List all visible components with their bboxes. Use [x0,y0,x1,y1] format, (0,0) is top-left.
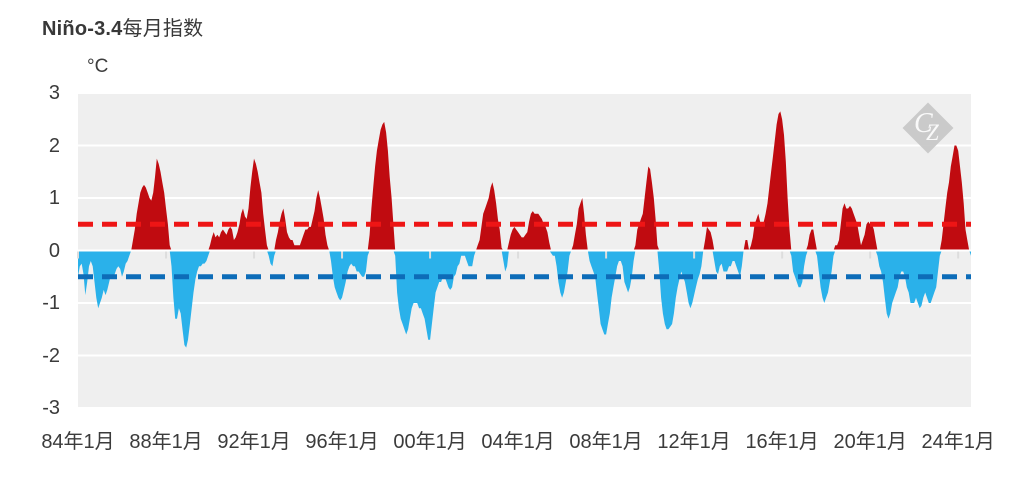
la-nina-area [78,250,971,348]
x-tick-label: 04年1月 [481,431,555,453]
x-tick-label: 24年1月 [921,431,995,453]
el-nino-area [78,111,971,251]
y-tick-label: 3 [48,82,60,104]
y-axis-labels: 3 2 1 0 -1 -2 -3 [0,0,62,477]
y-tick-label: 1 [48,187,60,209]
chart-title: Niño-3.4每月指数 [42,12,203,41]
x-tick-label: 12年1月 [657,431,731,453]
x-tick-label: 08年1月 [569,431,643,453]
x-tick-label: 16年1月 [745,431,819,453]
chart-title-chinese: 每月指数 [122,18,204,40]
x-tick-label: 00年1月 [393,431,467,453]
x-tick-label: 20年1月 [833,431,907,453]
y-tick-label: 0 [48,239,60,262]
x-tick-label: 84年1月 [41,431,115,453]
y-axis-unit-label: °C [87,56,109,77]
chart-title-latin: Niño-3.4 [42,18,123,40]
y-tick-label: -1 [42,292,60,314]
x-tick-label: 92年1月 [217,431,291,453]
x-tick-label: 88年1月 [129,431,203,453]
y-tick-label: -2 [42,344,60,367]
x-tick-label: 96年1月 [305,431,379,453]
y-tick-label: 2 [48,134,60,157]
y-tick-label: -3 [42,397,60,419]
